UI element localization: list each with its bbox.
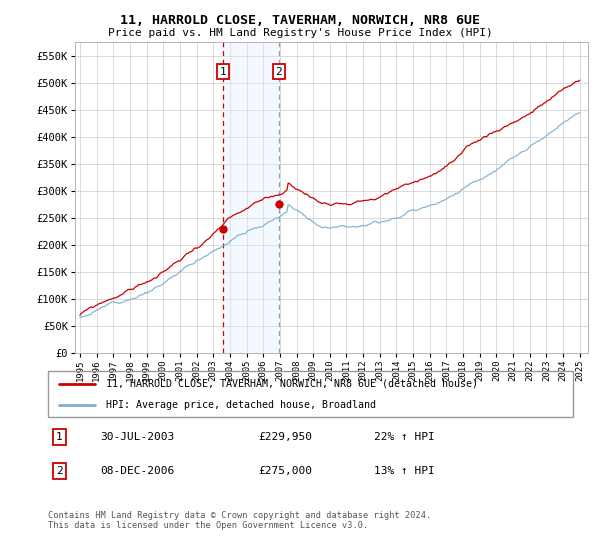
Text: 30-JUL-2003: 30-JUL-2003	[101, 432, 175, 442]
Text: Price paid vs. HM Land Registry's House Price Index (HPI): Price paid vs. HM Land Registry's House …	[107, 28, 493, 38]
Text: 11, HARROLD CLOSE, TAVERHAM, NORWICH, NR8 6UE (detached house): 11, HARROLD CLOSE, TAVERHAM, NORWICH, NR…	[106, 379, 478, 389]
Text: 1: 1	[220, 67, 226, 77]
Text: 2: 2	[275, 67, 282, 77]
Text: 13% ↑ HPI: 13% ↑ HPI	[373, 466, 434, 476]
Text: HPI: Average price, detached house, Broadland: HPI: Average price, detached house, Broa…	[106, 400, 376, 410]
Text: 11, HARROLD CLOSE, TAVERHAM, NORWICH, NR8 6UE: 11, HARROLD CLOSE, TAVERHAM, NORWICH, NR…	[120, 14, 480, 27]
Text: 08-DEC-2006: 08-DEC-2006	[101, 466, 175, 476]
Bar	[223, 42, 279, 353]
Text: £275,000: £275,000	[258, 466, 312, 476]
Text: £229,950: £229,950	[258, 432, 312, 442]
Text: 22% ↑ HPI: 22% ↑ HPI	[373, 432, 434, 442]
Text: Contains HM Land Registry data © Crown copyright and database right 2024.
This d: Contains HM Land Registry data © Crown c…	[48, 511, 431, 530]
Text: 2: 2	[56, 466, 63, 476]
Text: 1: 1	[56, 432, 63, 442]
